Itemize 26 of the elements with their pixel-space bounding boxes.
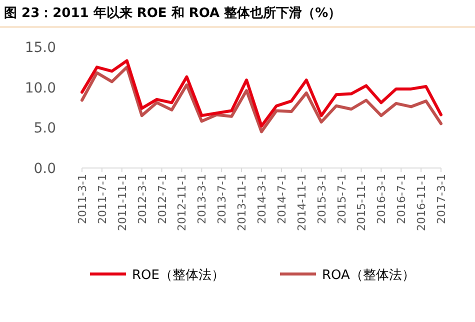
x-tick-label: 2017-3-1 [435,174,448,224]
y-tick-label: 5.0 [34,120,56,137]
x-tick-label: 2011-3-1 [76,174,89,224]
x-tick-label: 2016-11-1 [415,174,428,231]
x-tick-label: 2011-11-1 [116,174,129,231]
x-tick-label: 2015-11-1 [355,174,368,231]
x-tick-label: 2012-11-1 [176,174,189,231]
x-tick-label: 2012-3-1 [136,174,149,224]
x-tick-label: 2016-7-1 [395,174,408,224]
y-tick-label: 10.0 [24,80,56,96]
x-tick-label: 2015-3-1 [315,174,328,224]
chart-title: 图 23：2011 年以来 ROE 和 ROA 整体也所下滑（%） [4,5,342,21]
x-tick-label: 2013-7-1 [216,174,229,224]
x-tick-label: 2011-7-1 [96,174,109,224]
legend-label: ROA（整体法） [322,268,415,283]
legend-label: ROE（整体法） [132,268,224,283]
x-tick-label: 2014-3-1 [256,174,268,224]
y-tick-label: 15.0 [24,40,56,56]
x-tick-label: 2016-3-1 [375,174,388,224]
x-tick-label: 2014-11-1 [295,174,308,231]
x-tick-label: 2013-3-1 [196,174,209,224]
x-tick-label: 2013-11-1 [236,174,249,231]
x-tick-label: 2015-7-1 [335,174,348,224]
y-tick-label: 0.0 [34,161,56,177]
x-tick-label: 2012-7-1 [156,174,169,224]
x-tick-label: 2014-7-1 [275,174,288,224]
